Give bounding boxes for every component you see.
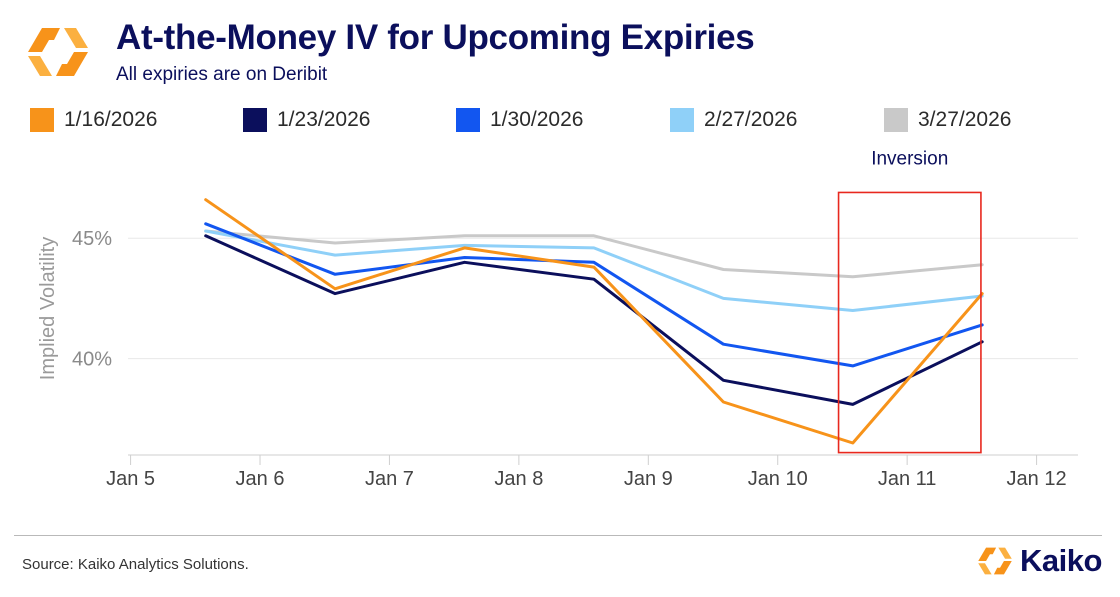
legend-label: 1/23/2026 [277,108,371,131]
kaiko-brand-icon [978,547,1012,575]
legend-item-2-27-2026: 2/27/2026 [670,106,797,134]
legend-swatch [30,108,54,132]
x-tick-label: Jan 5 [106,468,155,490]
legend-swatch [456,108,480,132]
brand-wordmark: Kaiko [1020,543,1102,578]
x-tick-label: Jan 6 [236,468,285,490]
legend-swatch [243,108,267,132]
chart-title: At-the-Money IV for Upcoming Expiries [116,18,755,57]
legend-label: 1/16/2026 [64,108,158,131]
legend-item-1-30-2026: 1/30/2026 [456,106,583,134]
x-tick-label: Jan 10 [748,468,808,490]
legend-label: 1/30/2026 [490,108,584,131]
kaiko-logo-icon [28,28,88,76]
chart-subtitle: All expiries are on Deribit [116,64,328,85]
legend-item-1-23-2026: 1/23/2026 [243,106,370,134]
footer-brand: Kaiko [976,543,1102,579]
inversion-label: Inversion [871,150,948,169]
series-line-3-27-2026 [204,229,984,279]
series-line-1-23-2026 [204,234,984,406]
legend-swatch [884,108,908,132]
y-axis-title: Implied Volatility [37,237,59,380]
legend-item-3-27-2026: 3/27/2026 [884,106,1011,134]
legend-swatch [670,108,694,132]
series-line-1-30-2026 [204,222,984,368]
x-tick-label: Jan 7 [365,468,414,490]
y-tick-label: 40% [72,349,112,371]
legend-label: 2/27/2026 [704,108,798,131]
y-tick-label: 45% [72,228,112,250]
x-tick-label: Jan 8 [494,468,543,490]
series-line-1-16-2026 [204,198,984,445]
x-tick-label: Jan 11 [878,468,937,490]
footer-divider [14,535,1102,536]
x-tick-label: Jan 9 [624,468,673,490]
x-tick-label: Jan 12 [1007,468,1067,490]
line-chart: Inversion 40% 45% Implied Volatility Jan 5 J… [37,150,1078,490]
legend-label: 3/27/2026 [918,108,1012,131]
source-note: Source: Kaiko Analytics Solutions. [22,556,249,573]
inversion-box [837,191,982,454]
legend-item-1-16-2026: 1/16/2026 [30,106,157,134]
legend: 1/16/2026 1/23/2026 1/30/2026 2/27/2026 … [30,106,1120,136]
series-line-2-27-2026 [204,229,984,312]
